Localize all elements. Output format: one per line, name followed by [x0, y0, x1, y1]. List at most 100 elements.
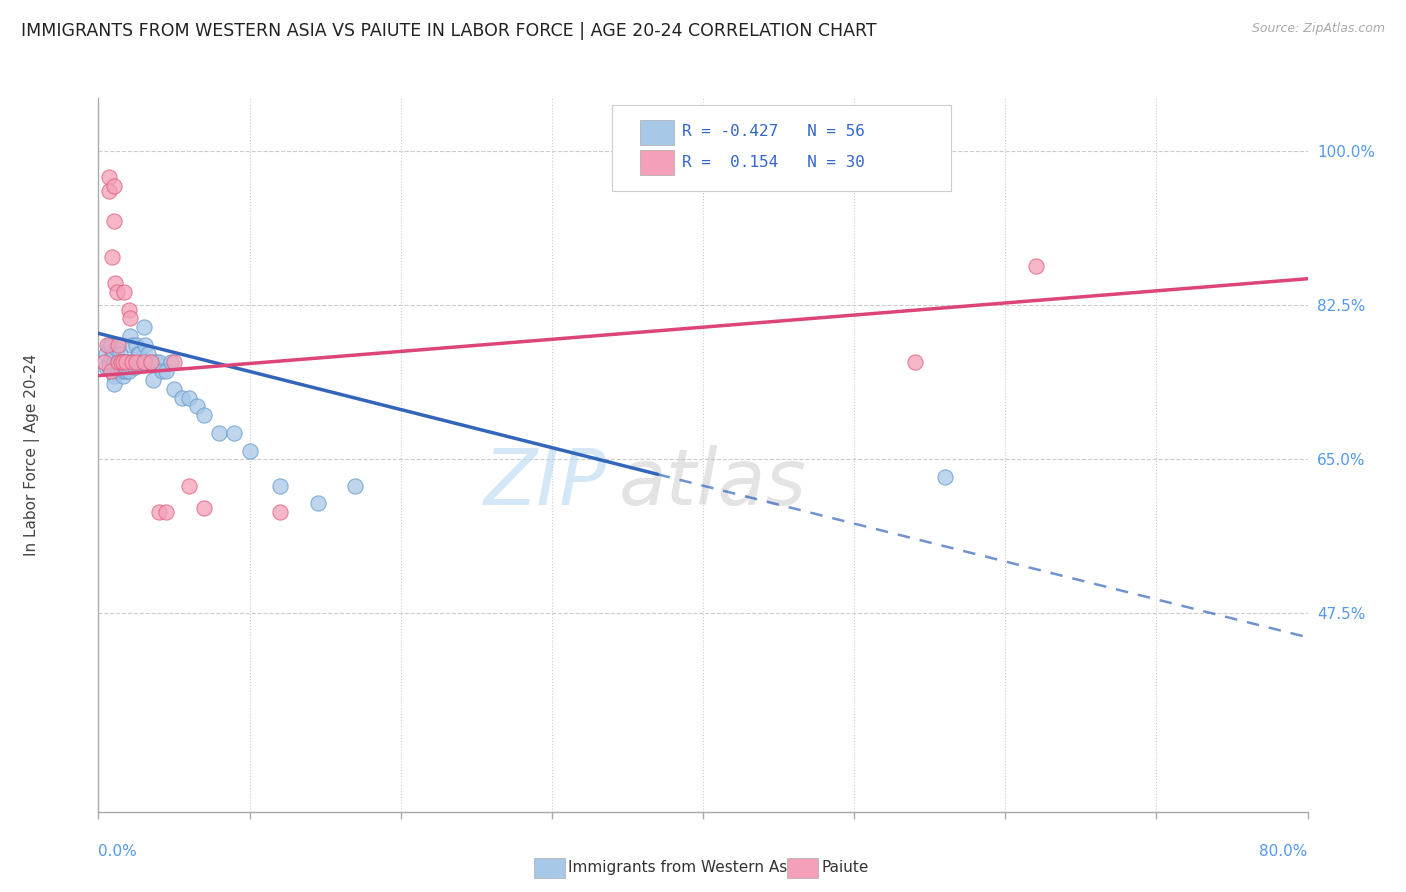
Point	[122, 355, 145, 369]
Point	[98, 338, 121, 352]
Point	[107, 355, 129, 369]
Point	[136, 346, 159, 360]
Point	[103, 364, 125, 378]
Point	[111, 368, 134, 383]
Point	[239, 443, 262, 458]
Text: atlas: atlas	[619, 445, 806, 522]
Point	[108, 346, 131, 360]
Point	[114, 355, 136, 369]
Point	[148, 505, 170, 519]
Point	[132, 355, 155, 369]
Point	[112, 364, 135, 378]
Point	[193, 409, 215, 423]
Point	[96, 338, 118, 352]
Text: 0.0%: 0.0%	[98, 844, 138, 859]
Point	[344, 479, 367, 493]
Point	[121, 355, 143, 369]
Point	[160, 355, 183, 369]
Point	[107, 338, 129, 352]
Point	[141, 355, 163, 369]
Point	[103, 214, 125, 228]
Point	[103, 359, 125, 374]
Point	[120, 329, 142, 343]
Point	[134, 338, 156, 352]
Text: R =  0.154   N = 30: R = 0.154 N = 30	[682, 155, 865, 169]
Point	[128, 346, 150, 360]
Point	[170, 391, 193, 405]
Point	[103, 377, 125, 392]
Point	[111, 355, 134, 369]
Point	[132, 320, 155, 334]
Point	[111, 355, 134, 369]
Point	[108, 359, 131, 374]
Point	[145, 355, 167, 369]
Point	[307, 496, 329, 510]
Text: R = -0.427   N = 56: R = -0.427 N = 56	[682, 124, 865, 139]
Point	[105, 342, 128, 356]
Point	[121, 338, 143, 352]
Point	[224, 425, 246, 440]
FancyBboxPatch shape	[640, 120, 673, 145]
Point	[104, 276, 127, 290]
Point	[110, 355, 132, 369]
Point	[155, 505, 177, 519]
Point	[163, 355, 186, 369]
Point	[103, 179, 125, 194]
Point	[193, 500, 215, 515]
Point	[94, 346, 117, 360]
Point	[107, 364, 129, 378]
Point	[101, 250, 124, 264]
Point	[127, 346, 149, 360]
Point	[118, 364, 141, 378]
Point	[118, 355, 141, 369]
Point	[98, 184, 121, 198]
Text: ZIP: ZIP	[484, 445, 606, 522]
Point	[100, 351, 122, 365]
Point	[114, 364, 136, 378]
Text: 80.0%: 80.0%	[1260, 844, 1308, 859]
Point	[98, 359, 121, 374]
Point	[179, 479, 201, 493]
Point	[105, 285, 128, 299]
Point	[125, 338, 148, 352]
Point	[155, 364, 177, 378]
Point	[124, 359, 146, 374]
Point	[118, 302, 141, 317]
Point	[98, 170, 121, 185]
Point	[94, 359, 117, 374]
Point	[904, 355, 927, 369]
Point	[142, 373, 165, 387]
FancyBboxPatch shape	[613, 105, 950, 191]
Point	[139, 355, 162, 369]
Point	[103, 346, 125, 360]
Point	[112, 285, 135, 299]
Point	[269, 505, 291, 519]
FancyBboxPatch shape	[640, 150, 673, 175]
Point	[125, 355, 148, 369]
Point	[103, 368, 125, 383]
Text: Source: ZipAtlas.com: Source: ZipAtlas.com	[1251, 22, 1385, 36]
Point	[100, 364, 122, 378]
Text: Immigrants from Western Asia: Immigrants from Western Asia	[568, 861, 801, 875]
Point	[179, 391, 201, 405]
Text: Paiute: Paiute	[821, 861, 869, 875]
Point	[269, 479, 291, 493]
Point	[186, 400, 208, 414]
Point	[148, 355, 170, 369]
Point	[110, 355, 132, 369]
Point	[107, 355, 129, 369]
Point	[110, 364, 132, 378]
Point	[934, 470, 956, 484]
Point	[93, 355, 115, 369]
Point	[114, 355, 136, 369]
Point	[100, 338, 122, 352]
Point	[150, 364, 173, 378]
Point	[103, 355, 125, 369]
Point	[120, 311, 142, 326]
Point	[163, 382, 186, 396]
Point	[129, 355, 152, 369]
Point	[1024, 259, 1046, 273]
Text: IMMIGRANTS FROM WESTERN ASIA VS PAIUTE IN LABOR FORCE | AGE 20-24 CORRELATION CH: IMMIGRANTS FROM WESTERN ASIA VS PAIUTE I…	[21, 22, 877, 40]
Text: In Labor Force | Age 20-24: In Labor Force | Age 20-24	[24, 354, 39, 556]
Point	[208, 425, 231, 440]
